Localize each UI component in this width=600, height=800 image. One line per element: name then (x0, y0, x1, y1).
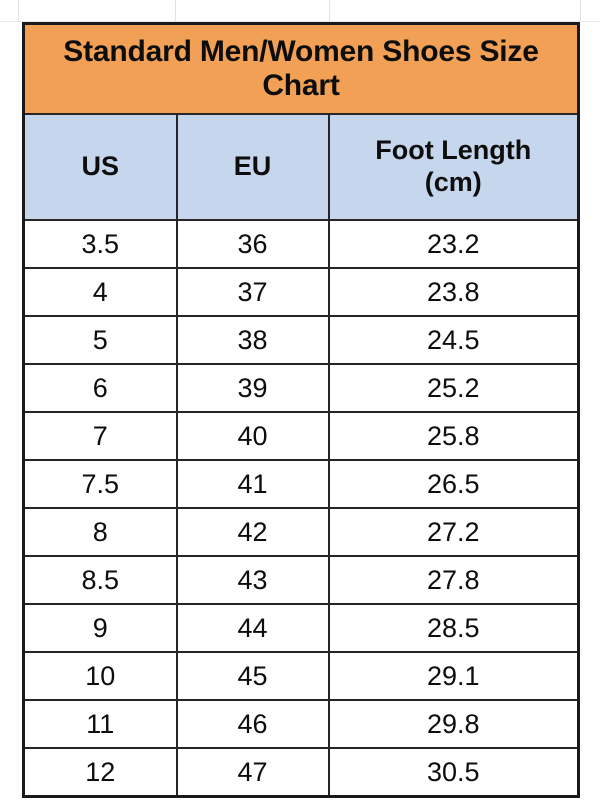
cell-foot-length: 24.5 (327, 315, 580, 365)
column-header-foot-length-label: Foot Length (375, 135, 532, 166)
cell-eu: 38 (175, 315, 330, 365)
cell-eu: 36 (175, 219, 330, 269)
cell-us: 12 (22, 747, 178, 798)
table-row: 7 40 25.8 (22, 411, 580, 461)
cell-us: 7 (22, 411, 178, 461)
table-row: 5 38 24.5 (22, 315, 580, 365)
gridline-vertical (175, 0, 176, 22)
column-header-us-label: US (81, 151, 119, 182)
table-row: 12 47 30.5 (22, 747, 580, 798)
cell-foot-length: 23.2 (327, 219, 580, 269)
chart-title-row: Standard Men/Women Shoes Size Chart (22, 22, 580, 115)
column-header-foot-length: Foot Length (cm) (327, 113, 580, 221)
table-row: 10 45 29.1 (22, 651, 580, 701)
cell-eu: 37 (175, 267, 330, 317)
gridline-vertical (580, 0, 581, 22)
gridline-vertical (329, 0, 330, 22)
cell-us: 4 (22, 267, 178, 317)
column-header-eu: EU (175, 113, 330, 221)
cell-eu: 44 (175, 603, 330, 653)
cell-eu: 43 (175, 555, 330, 605)
cell-foot-length: 25.2 (327, 363, 580, 413)
cell-foot-length: 28.5 (327, 603, 580, 653)
table-row: 8 42 27.2 (22, 507, 580, 557)
cell-us: 8 (22, 507, 178, 557)
cell-foot-length: 27.2 (327, 507, 580, 557)
table-row: 7.5 41 26.5 (22, 459, 580, 509)
cell-eu: 45 (175, 651, 330, 701)
size-chart-container: Standard Men/Women Shoes Size Chart US E… (22, 22, 580, 798)
column-header-row: US EU Foot Length (cm) (22, 113, 580, 221)
cell-us: 11 (22, 699, 178, 749)
cell-us: 6 (22, 363, 178, 413)
shoe-size-chart-table: Standard Men/Women Shoes Size Chart US E… (22, 22, 580, 798)
cell-foot-length: 25.8 (327, 411, 580, 461)
cell-us: 5 (22, 315, 178, 365)
table-body: Standard Men/Women Shoes Size Chart US E… (22, 22, 580, 798)
cell-eu: 41 (175, 459, 330, 509)
cell-eu: 42 (175, 507, 330, 557)
gridline-vertical (18, 0, 19, 22)
cell-foot-length: 29.1 (327, 651, 580, 701)
table-row: 3.5 36 23.2 (22, 219, 580, 269)
cell-eu: 40 (175, 411, 330, 461)
column-header-eu-label: EU (233, 151, 272, 182)
cell-eu: 47 (175, 747, 330, 798)
cell-us: 10 (22, 651, 178, 701)
cell-foot-length: 26.5 (327, 459, 580, 509)
cell-foot-length: 23.8 (327, 267, 580, 317)
cell-foot-length: 29.8 (327, 699, 580, 749)
table-row: 8.5 43 27.8 (22, 555, 580, 605)
table-row: 4 37 23.8 (22, 267, 580, 317)
table-row: 9 44 28.5 (22, 603, 580, 653)
table-row: 11 46 29.8 (22, 699, 580, 749)
cell-us: 7.5 (22, 459, 178, 509)
column-header-us: US (22, 113, 178, 221)
chart-title: Standard Men/Women Shoes Size Chart (22, 22, 580, 115)
cell-us: 3.5 (22, 219, 178, 269)
cell-eu: 46 (175, 699, 330, 749)
cell-foot-length: 30.5 (327, 747, 580, 798)
table-row: 6 39 25.2 (22, 363, 580, 413)
cell-us: 8.5 (22, 555, 178, 605)
cell-eu: 39 (175, 363, 330, 413)
cell-us: 9 (22, 603, 178, 653)
column-header-foot-length-unit: (cm) (424, 167, 482, 197)
cell-foot-length: 27.8 (327, 555, 580, 605)
